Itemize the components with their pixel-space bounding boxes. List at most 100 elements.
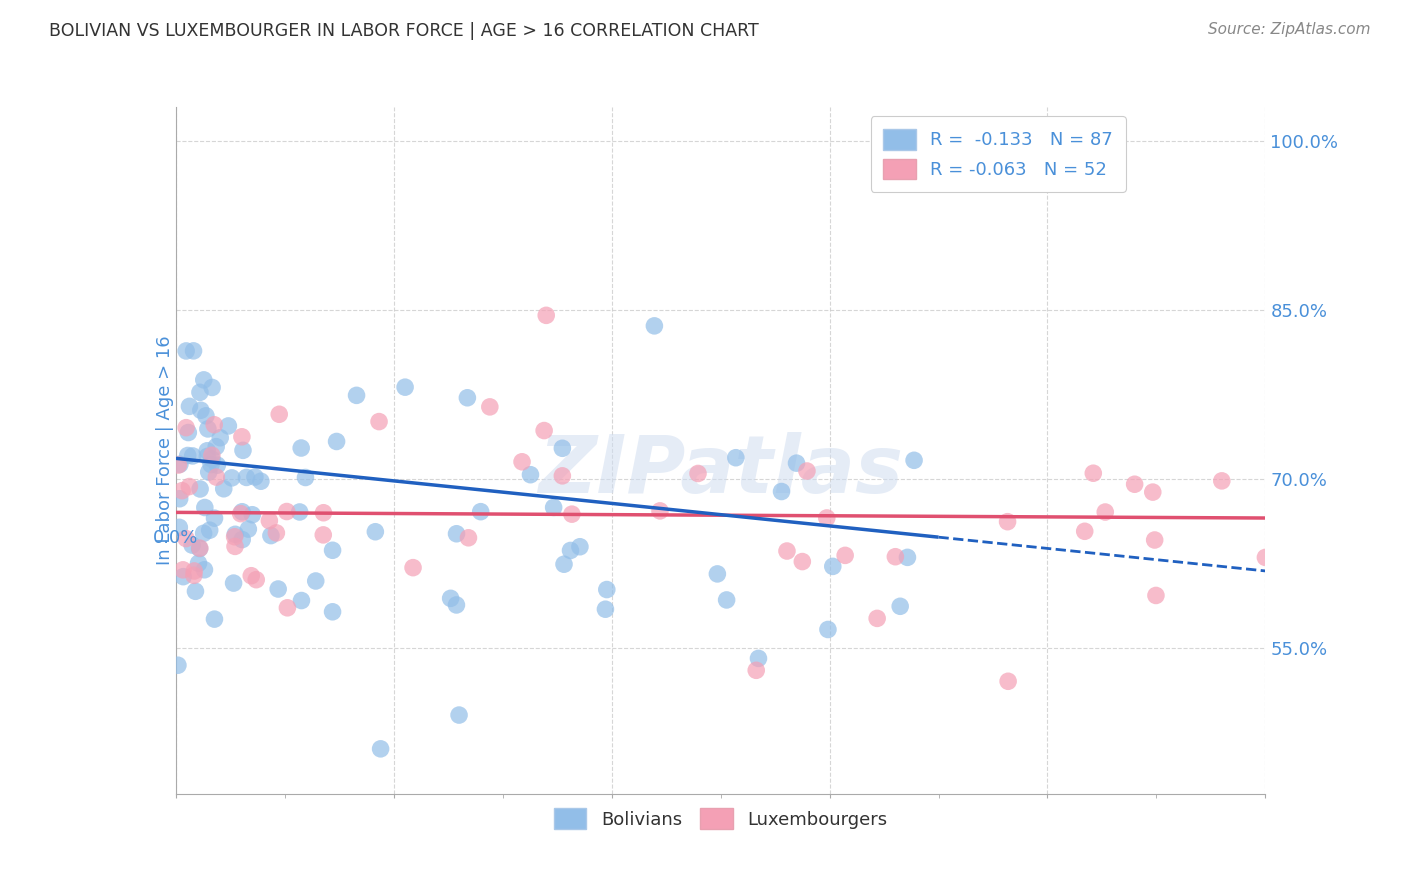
Point	[167, 458, 190, 472]
Point	[346, 388, 368, 402]
Point	[457, 531, 479, 545]
Point	[174, 420, 197, 434]
Point	[815, 511, 838, 525]
Point	[770, 484, 793, 499]
Point	[322, 605, 344, 619]
Point	[792, 555, 814, 569]
Point	[648, 504, 671, 518]
Point	[172, 569, 194, 583]
Point	[169, 520, 191, 534]
Point	[240, 568, 263, 582]
Point	[776, 544, 799, 558]
Point	[553, 558, 575, 572]
Point	[188, 482, 211, 496]
Point	[169, 491, 191, 506]
Point	[224, 527, 246, 541]
Point	[177, 425, 200, 440]
Point	[195, 450, 218, 464]
Point	[204, 511, 226, 525]
Point	[706, 566, 728, 581]
Point	[177, 449, 200, 463]
Point	[235, 470, 257, 484]
Point	[174, 532, 197, 546]
Point	[222, 576, 245, 591]
Point	[245, 573, 267, 587]
Point	[193, 373, 215, 387]
Point	[221, 471, 243, 485]
Point	[194, 409, 217, 423]
Point	[193, 526, 215, 541]
Point	[796, 464, 818, 478]
Point	[276, 600, 298, 615]
Point	[821, 559, 844, 574]
Point	[745, 663, 768, 677]
Point	[478, 400, 501, 414]
Point	[470, 505, 492, 519]
Point	[201, 380, 224, 394]
Point	[172, 563, 194, 577]
Point	[200, 458, 222, 472]
Point	[188, 541, 211, 556]
Point	[224, 540, 246, 554]
Text: BOLIVIAN VS LUXEMBOURGER IN LABOR FORCE | AGE > 16 CORRELATION CHART: BOLIVIAN VS LUXEMBOURGER IN LABOR FORCE …	[49, 22, 759, 40]
Point	[305, 574, 328, 588]
Point	[440, 591, 463, 606]
Point	[250, 475, 273, 489]
Point	[231, 430, 253, 444]
Point	[190, 403, 212, 417]
Point	[204, 612, 226, 626]
Point	[202, 417, 225, 432]
Point	[368, 415, 391, 429]
Point	[866, 611, 889, 625]
Point	[903, 453, 925, 467]
Point	[997, 515, 1019, 529]
Point	[446, 526, 468, 541]
Point	[197, 422, 219, 436]
Point	[747, 651, 769, 665]
Point	[519, 467, 541, 482]
Point	[269, 407, 291, 421]
Point	[534, 309, 557, 323]
Point	[224, 530, 246, 544]
Point	[232, 443, 254, 458]
Point	[231, 533, 253, 547]
Point	[194, 500, 217, 515]
Point	[266, 525, 288, 540]
Point	[231, 505, 253, 519]
Point	[276, 504, 298, 518]
Point	[193, 563, 215, 577]
Point	[364, 524, 387, 539]
Point	[643, 318, 665, 333]
Point	[510, 455, 533, 469]
Point	[170, 483, 193, 498]
Point	[181, 449, 204, 463]
Point	[560, 543, 582, 558]
Point	[290, 593, 312, 607]
Point	[456, 391, 478, 405]
Point	[207, 458, 229, 472]
Point	[817, 623, 839, 637]
Point	[325, 434, 347, 449]
Point	[209, 431, 232, 445]
Point	[212, 482, 235, 496]
Point	[447, 708, 470, 723]
Point	[267, 582, 290, 596]
Text: ZIPatlas: ZIPatlas	[538, 432, 903, 510]
Legend: Bolivians, Luxembourgers: Bolivians, Luxembourgers	[547, 801, 894, 837]
Point	[240, 508, 263, 522]
Point	[1083, 467, 1105, 481]
Point	[290, 441, 312, 455]
Point	[217, 418, 239, 433]
Point	[834, 549, 856, 563]
Point	[724, 450, 747, 465]
Point	[294, 470, 316, 484]
Point	[561, 507, 583, 521]
Point	[1142, 485, 1164, 500]
Point	[402, 560, 425, 574]
Point	[312, 528, 335, 542]
Point	[896, 550, 918, 565]
Point	[551, 442, 574, 456]
Point	[551, 468, 574, 483]
Point	[183, 343, 205, 358]
Point	[686, 467, 709, 481]
